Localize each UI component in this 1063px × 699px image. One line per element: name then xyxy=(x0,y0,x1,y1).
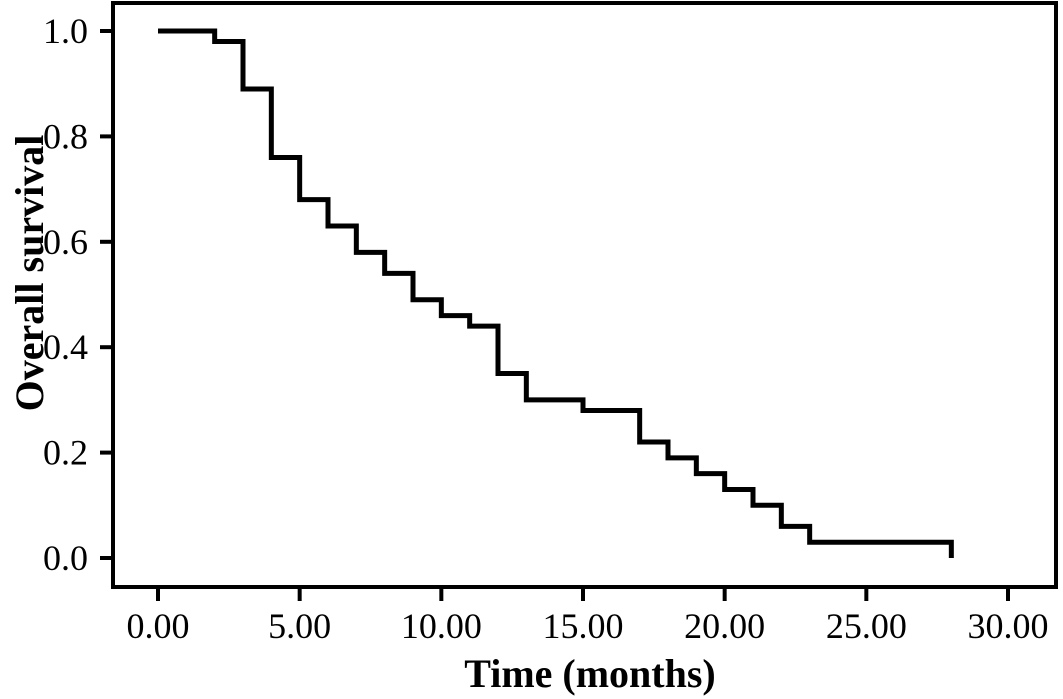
x-axis-tick-label: 15.00 xyxy=(542,606,623,646)
x-axis-tick-label: 30.00 xyxy=(967,606,1048,646)
x-axis-tick-label: 20.00 xyxy=(684,606,765,646)
y-axis-tick-label: 1.0 xyxy=(43,11,88,51)
y-axis-tick-label: 0.2 xyxy=(43,433,88,473)
survival-step-curve xyxy=(158,28,954,558)
y-axis-tick-label: 0.4 xyxy=(43,327,88,367)
x-axis-tick-label: 25.00 xyxy=(826,606,907,646)
y-axis-tick-label: 0.8 xyxy=(43,116,88,156)
y-axis-tick-label: 0.6 xyxy=(43,222,88,262)
x-axis-tick-label: 5.00 xyxy=(268,606,331,646)
y-axis-tick-label: 0.0 xyxy=(43,538,88,578)
x-axis-title: Time (months) xyxy=(464,651,716,696)
x-axis-tick-label: 10.00 xyxy=(401,606,482,646)
x-axis-tick-label: 0.00 xyxy=(127,606,190,646)
y-axis-title: Overall survival xyxy=(7,134,52,412)
